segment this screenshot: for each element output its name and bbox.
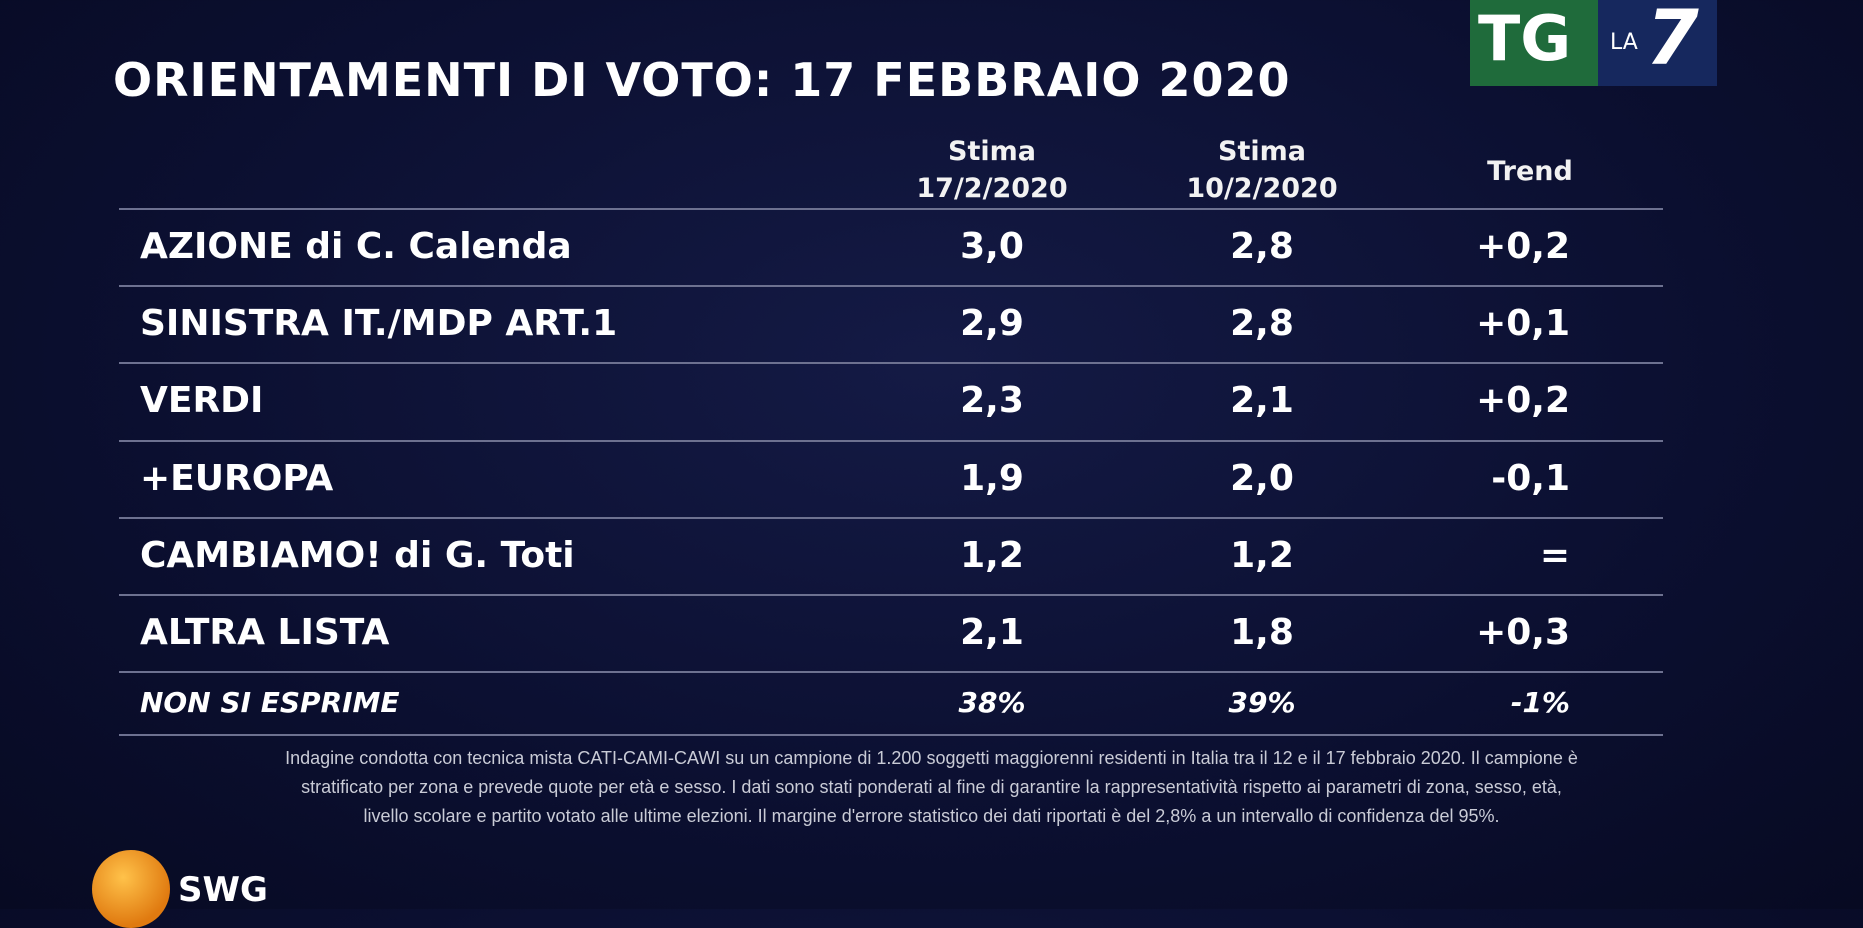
cell-trend: = [1539, 534, 1570, 576]
cell-value: 2,1 [960, 611, 1024, 653]
column-header: Stima [1218, 136, 1306, 167]
cell-value: 38% [958, 685, 1026, 719]
cell-trend: +0,2 [1476, 380, 1570, 421]
column-header: 10/2/2020 [1186, 173, 1338, 204]
cell-value: 2,8 [1230, 302, 1294, 344]
cell-trend: +0,3 [1476, 611, 1570, 653]
row-separator [119, 594, 1663, 596]
cell-value: 1,2 [960, 534, 1024, 576]
cell-value: 2,9 [960, 302, 1024, 344]
row-label: SINISTRA IT./MDP ART.1 [140, 302, 618, 344]
row-label: +EUROPA [140, 457, 334, 499]
footnote-line: Indagine condotta con tecnica mista CATI… [285, 748, 1578, 768]
row-separator [119, 517, 1663, 519]
row-label: ALTRA LISTA [140, 611, 390, 653]
cell-trend: -1% [1510, 685, 1570, 719]
row-label: AZIONE di C. Calenda [140, 225, 572, 267]
logo-blue [1598, 0, 1717, 86]
column-header: 17/2/2020 [916, 173, 1068, 204]
cell-trend: +0,1 [1476, 302, 1570, 344]
logo-green [1470, 0, 1598, 86]
cell-value: 2,1 [1230, 380, 1294, 421]
column-header: Trend [1487, 156, 1573, 187]
row-separator [119, 362, 1663, 364]
row-separator [119, 285, 1663, 287]
cell-value: 2,3 [960, 380, 1024, 421]
logo: TG LA 7 [1470, 0, 1717, 86]
logo-seven: 7 [1646, 0, 1699, 82]
brand-name: SWG [178, 870, 268, 910]
footnote-line: livello scolare e partito votato alle ul… [363, 806, 1500, 826]
row-label: NON SI ESPRIME [140, 685, 400, 719]
row-separator [119, 734, 1663, 736]
row-separator [119, 671, 1663, 673]
brand-globe [92, 850, 170, 928]
row-separator [119, 208, 1663, 210]
footnote-line: stratificato per zona e prevede quote pe… [301, 777, 1562, 797]
column-header: Stima [948, 136, 1036, 167]
cell-value: 39% [1228, 685, 1296, 719]
cell-trend: +0,2 [1476, 225, 1570, 267]
cell-trend: -0,1 [1491, 457, 1570, 499]
cell-value: 3,0 [960, 225, 1024, 267]
logo-tg: TG [1478, 2, 1572, 75]
logo-la: LA [1610, 30, 1638, 55]
title: ORIENTAMENTI DI VOTO: 17 FEBBRAIO 2020 [113, 53, 1291, 107]
row-separator [119, 440, 1663, 442]
cell-value: 2,8 [1230, 225, 1294, 267]
cell-value: 1,9 [960, 457, 1024, 499]
row-label: VERDI [140, 380, 264, 421]
cell-value: 1,2 [1230, 534, 1294, 576]
cell-value: 1,8 [1230, 611, 1294, 653]
cell-value: 2,0 [1230, 457, 1294, 499]
row-label: CAMBIAMO! di G. Toti [140, 534, 575, 576]
